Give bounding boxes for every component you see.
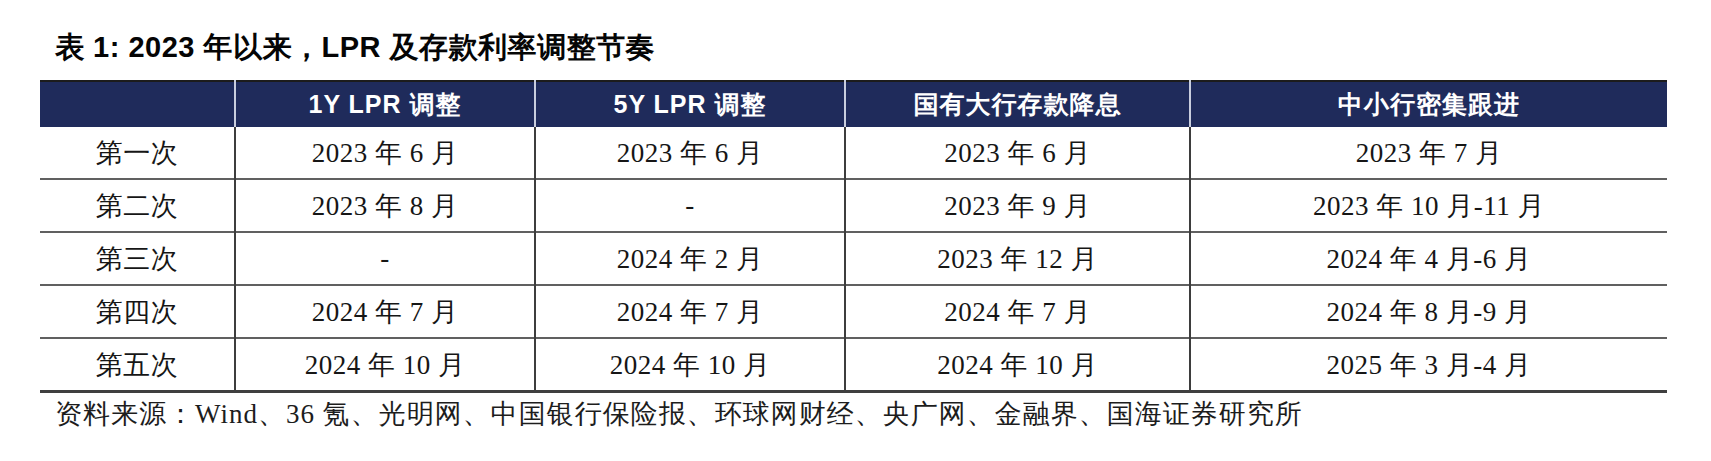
- table-row: 第二次 2023 年 8 月 - 2023 年 9 月 2023 年 10 月-…: [40, 179, 1667, 232]
- table-cell: 2024 年 10 月: [235, 338, 535, 392]
- table-cell: 2023 年 8 月: [235, 179, 535, 232]
- row-label: 第五次: [40, 338, 235, 392]
- header-cell-1y-lpr: 1Y LPR 调整: [235, 81, 535, 127]
- table-cell: -: [235, 232, 535, 285]
- table-cell: 2024 年 4 月-6 月: [1190, 232, 1667, 285]
- table-cell: 2023 年 12 月: [845, 232, 1190, 285]
- table-cell: 2023 年 6 月: [235, 127, 535, 179]
- table-cell: 2023 年 6 月: [845, 127, 1190, 179]
- header-row: 1Y LPR 调整 5Y LPR 调整 国有大行存款降息 中小行密集跟进: [40, 81, 1667, 127]
- table-row: 第四次 2024 年 7 月 2024 年 7 月 2024 年 7 月 202…: [40, 285, 1667, 338]
- table-cell: 2024 年 10 月: [535, 338, 845, 392]
- table-cell: 2024 年 8 月-9 月: [1190, 285, 1667, 338]
- table-title: 表 1: 2023 年以来，LPR 及存款利率调整节奏: [55, 28, 655, 68]
- table-cell: 2023 年 6 月: [535, 127, 845, 179]
- header-cell-big-banks: 国有大行存款降息: [845, 81, 1190, 127]
- row-label: 第三次: [40, 232, 235, 285]
- row-label: 第二次: [40, 179, 235, 232]
- table-cell: 2024 年 7 月: [845, 285, 1190, 338]
- row-label: 第四次: [40, 285, 235, 338]
- table-cell: 2024 年 7 月: [235, 285, 535, 338]
- row-label: 第一次: [40, 127, 235, 179]
- table-cell: 2024 年 10 月: [845, 338, 1190, 392]
- table-cell: 2023 年 7 月: [1190, 127, 1667, 179]
- header-cell-5y-lpr: 5Y LPR 调整: [535, 81, 845, 127]
- table-cell: -: [535, 179, 845, 232]
- table-cell: 2025 年 3 月-4 月: [1190, 338, 1667, 392]
- header-cell-empty: [40, 81, 235, 127]
- table-row: 第三次 - 2024 年 2 月 2023 年 12 月 2024 年 4 月-…: [40, 232, 1667, 285]
- table-cell: 2023 年 10 月-11 月: [1190, 179, 1667, 232]
- table-cell: 2024 年 7 月: [535, 285, 845, 338]
- table-cell: 2024 年 2 月: [535, 232, 845, 285]
- report-page: 表 1: 2023 年以来，LPR 及存款利率调整节奏 1Y LPR 调整 5Y…: [0, 0, 1711, 461]
- header-cell-small-banks: 中小行密集跟进: [1190, 81, 1667, 127]
- table-cell: 2023 年 9 月: [845, 179, 1190, 232]
- table-row: 第一次 2023 年 6 月 2023 年 6 月 2023 年 6 月 202…: [40, 127, 1667, 179]
- lpr-adjustment-table: 1Y LPR 调整 5Y LPR 调整 国有大行存款降息 中小行密集跟进 第一次…: [40, 80, 1667, 393]
- source-note: 资料来源：Wind、36 氪、光明网、中国银行保险报、环球网财经、央广网、金融界…: [55, 396, 1303, 432]
- table-row: 第五次 2024 年 10 月 2024 年 10 月 2024 年 10 月 …: [40, 338, 1667, 392]
